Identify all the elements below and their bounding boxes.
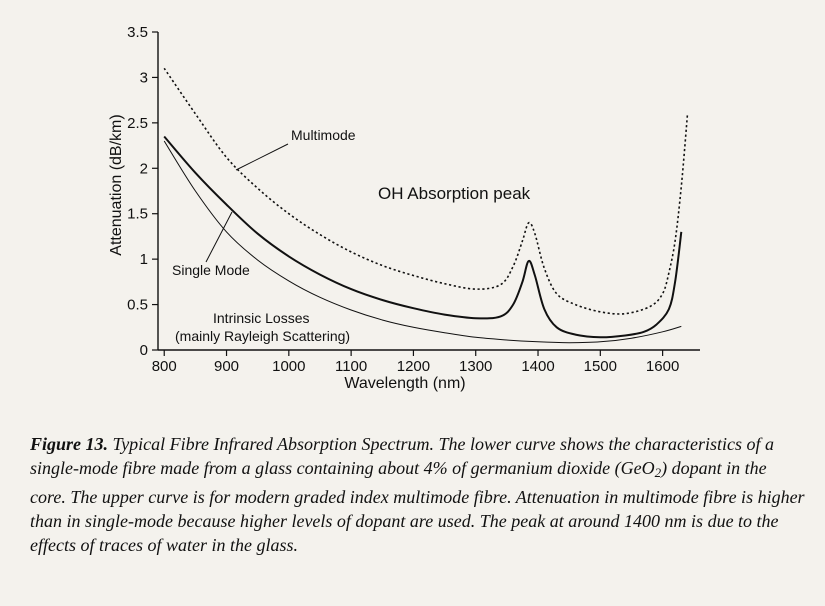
caption-text-part1: Typical Fibre Infrared Absorption Spectr…	[30, 434, 774, 478]
caption-subscript: 2	[654, 465, 662, 480]
figure-caption: Figure 13. Typical Fibre Infrared Absorp…	[30, 432, 805, 557]
series-line-multimode	[163, 67, 689, 315]
x-tick-label: 1300	[459, 358, 492, 375]
y-tick-label: 0	[140, 342, 148, 359]
y-axis-title: Attenuation (dB/km)	[108, 114, 125, 255]
y-tick-label: 3	[140, 69, 148, 86]
annotation-intrinsic-line2: (mainly Rayleigh Scattering)	[175, 328, 350, 344]
caption-text-part2: ) dopant in the core. The upper curve is…	[30, 458, 805, 555]
series-line-intrinsic-losses	[163, 140, 682, 344]
x-tick-label: 1400	[521, 358, 554, 375]
x-tick-label: 1100	[335, 358, 367, 375]
y-tick-label: 0.5	[127, 297, 148, 314]
annotation-multimode: Multimode	[291, 127, 356, 143]
caption-title: Figure 13.	[30, 434, 109, 454]
annotation-multimode-leader	[235, 143, 289, 171]
x-tick-label: 1600	[646, 358, 679, 375]
annotation-single-mode: Single Mode	[172, 262, 250, 278]
y-tick-label: 1.5	[127, 206, 148, 223]
x-tick-label: 1200	[397, 358, 430, 375]
y-tick-label: 1	[140, 251, 148, 268]
annotation-oh-peak: OH Absorption peak	[378, 184, 531, 203]
x-axis-title: Wavelength (nm)	[344, 375, 465, 392]
series-layer	[163, 67, 689, 344]
x-tick-label: 1500	[584, 358, 617, 375]
x-tick-label: 800	[152, 358, 177, 375]
attenuation-chart: 0 0.5 1 1.5 2 2.5 3 3.5 800 900 1000 1100 1200 1300 1…	[108, 24, 700, 392]
annotation-single-mode-leader	[205, 211, 233, 263]
x-tick-group: 800 900 1000 1100 1200 1300 1400 1500 1600	[152, 350, 679, 375]
y-tick-label: 2	[140, 160, 148, 177]
y-tick-label: 2.5	[127, 115, 148, 132]
x-tick-label: 900	[214, 358, 239, 375]
y-tick-label: 3.5	[127, 24, 148, 41]
x-tick-label: 1000	[272, 358, 305, 375]
y-tick-group: 0 0.5 1 1.5 2 2.5 3 3.5	[127, 24, 158, 359]
series-line-single-mode	[163, 135, 683, 339]
annotation-intrinsic-line1: Intrinsic Losses	[213, 310, 309, 326]
